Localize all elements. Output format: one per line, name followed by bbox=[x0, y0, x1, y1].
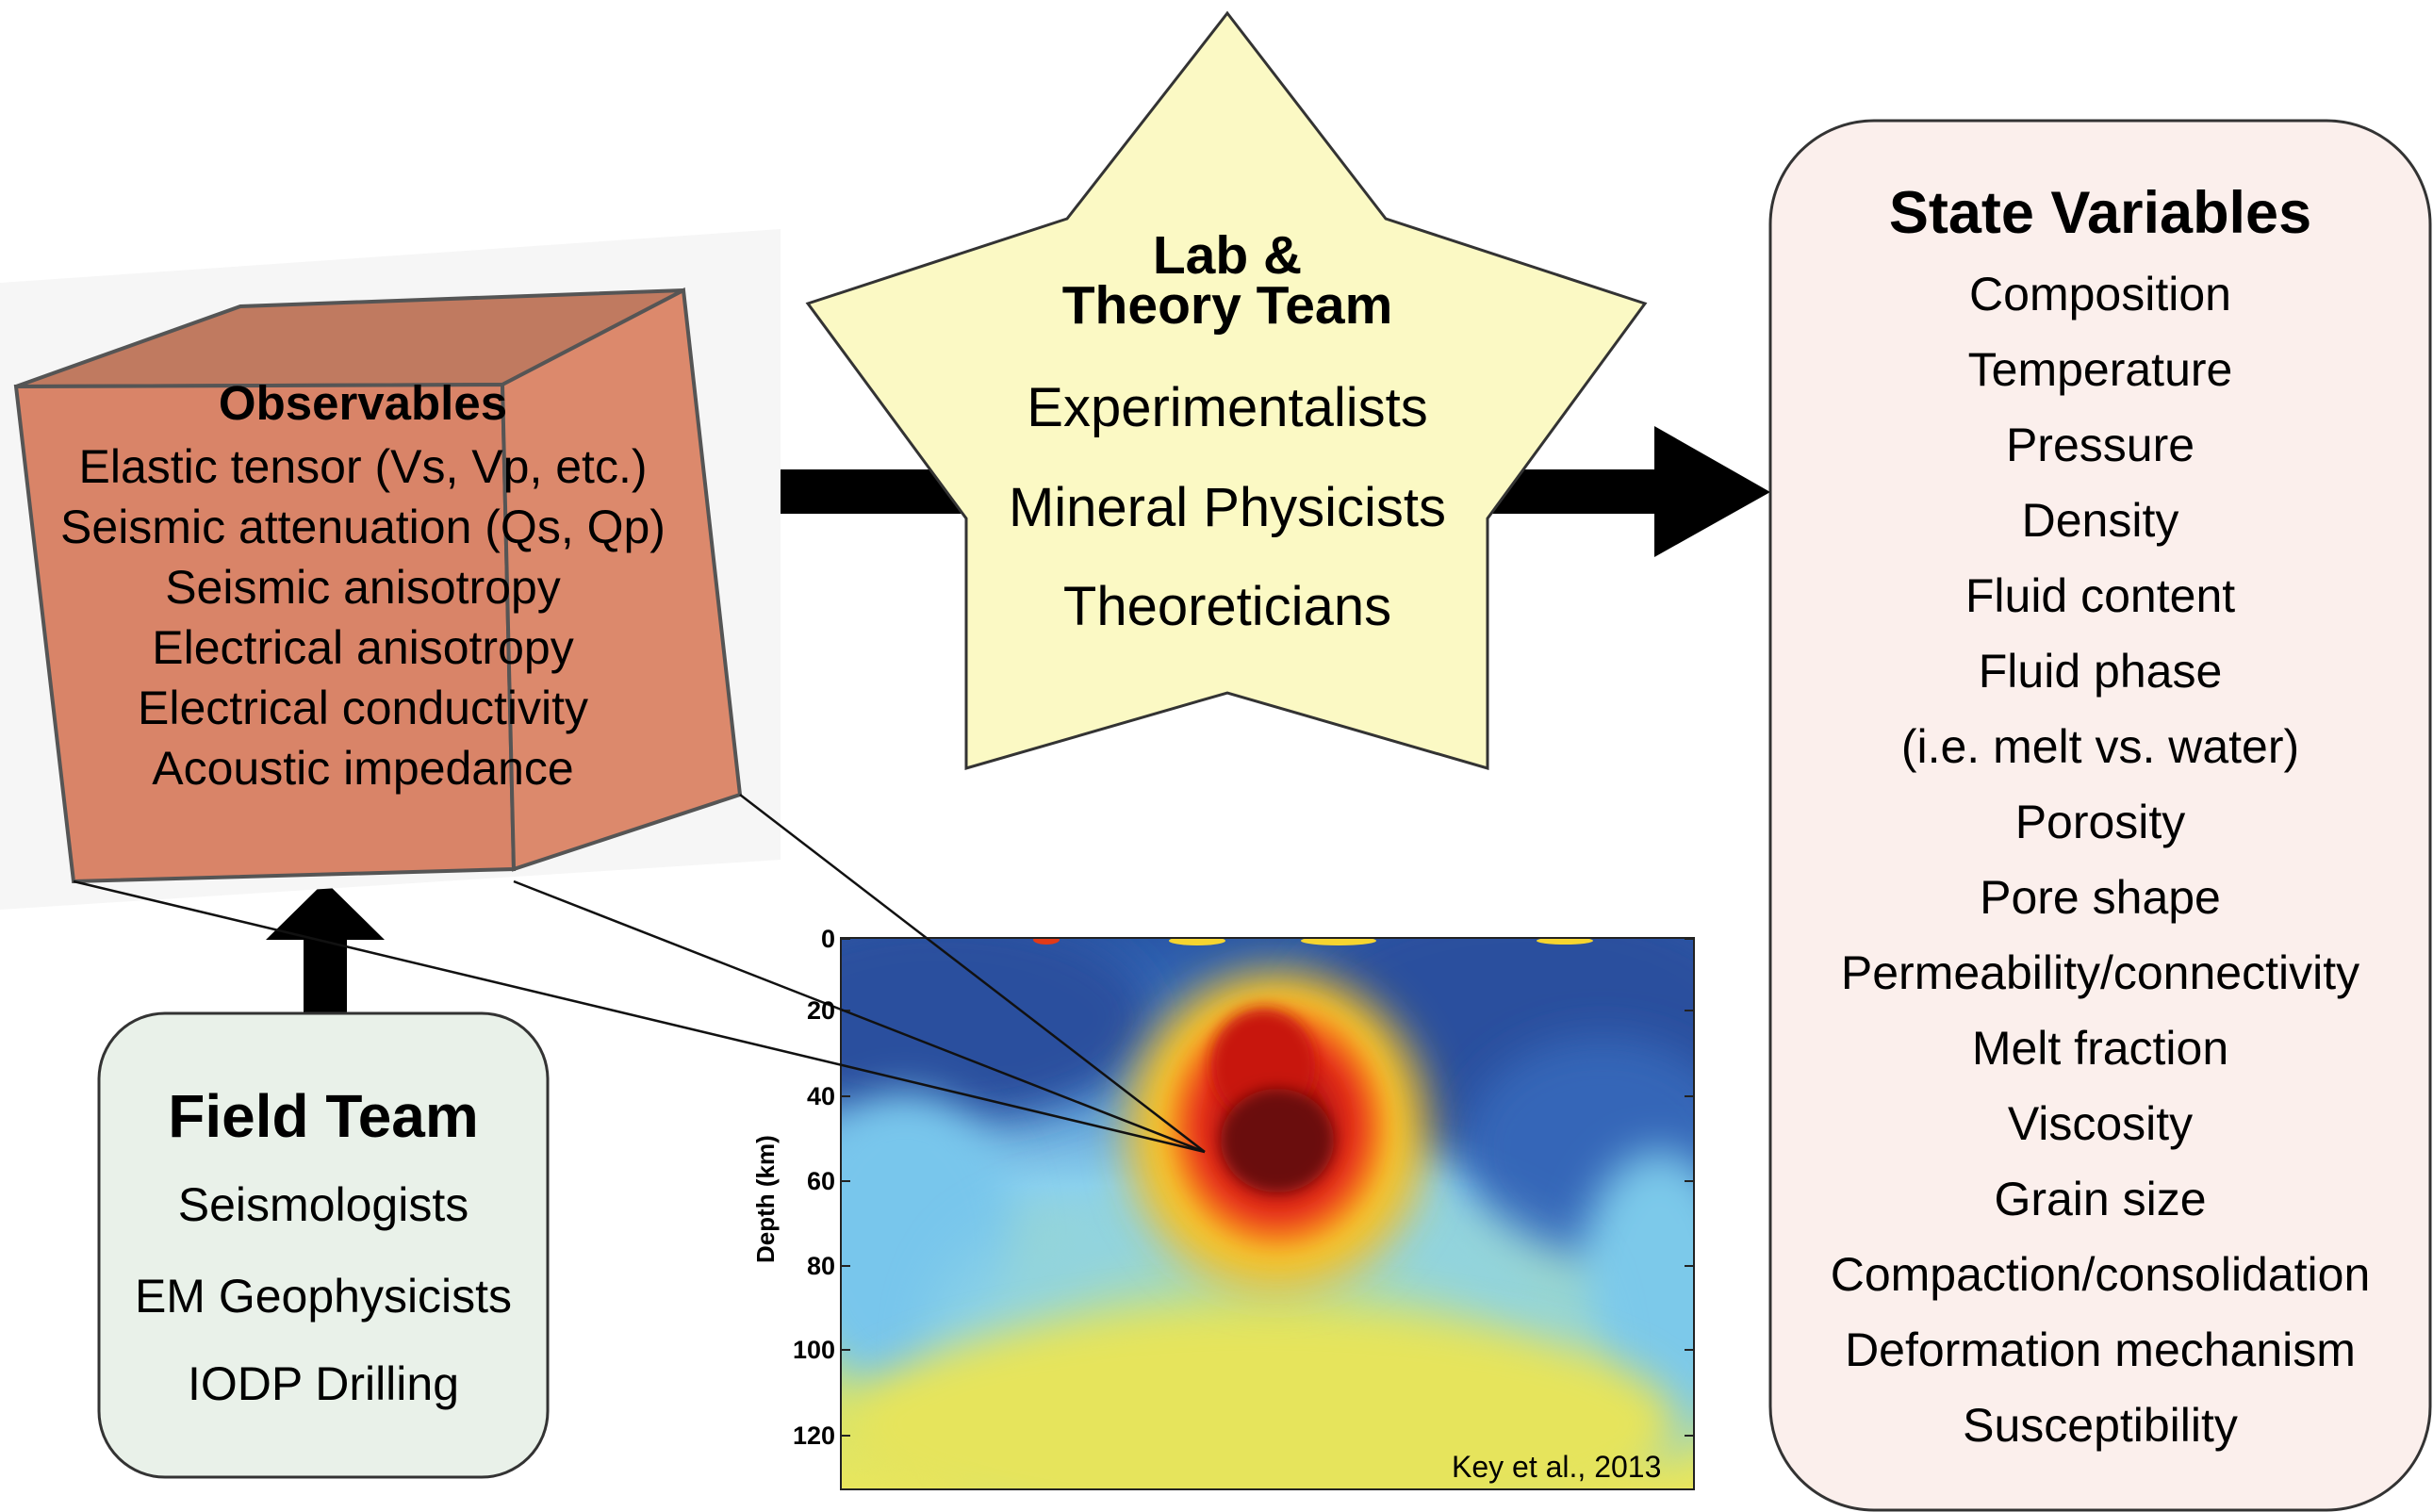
state-variable-item: Melt fraction bbox=[1971, 1022, 2229, 1075]
state-variable-item: Fluid content bbox=[1964, 569, 2236, 622]
depth-axis-label: Depth (km) bbox=[751, 1135, 780, 1263]
field-team-title: Field Team bbox=[168, 1082, 479, 1150]
connector-lines bbox=[73, 794, 1206, 1154]
depth-tick-label: 100 bbox=[792, 1336, 835, 1364]
depth-tick-label: 40 bbox=[806, 1082, 835, 1110]
state-variable-item: Grain size bbox=[1994, 1173, 2207, 1225]
observable-item: Seismic anisotropy bbox=[165, 561, 561, 614]
field-team-item: EM Geophysicists bbox=[134, 1270, 513, 1323]
observable-item: Acoustic impedance bbox=[152, 742, 574, 795]
depth-tick-label: 60 bbox=[806, 1167, 835, 1195]
field-arrow bbox=[266, 881, 385, 1013]
depth-tick-label: 120 bbox=[792, 1422, 835, 1450]
depth-tick-label: 80 bbox=[806, 1252, 835, 1280]
lab-team-item: Theoreticians bbox=[1062, 576, 1392, 637]
field-team-box bbox=[97, 1011, 550, 1479]
observables-title: Observables bbox=[218, 376, 508, 430]
state-variable-item: Compaction/consolidation bbox=[1830, 1248, 2371, 1301]
state-variable-item: Pore shape bbox=[1980, 871, 2221, 924]
depth-tick-label: 20 bbox=[806, 996, 835, 1025]
state-variables-box bbox=[1768, 119, 2432, 1512]
field-team-item: IODP Drilling bbox=[187, 1357, 460, 1410]
state-variable-item: Viscosity bbox=[2007, 1097, 2194, 1150]
figure-credit: Key et al., 2013 bbox=[1452, 1450, 1662, 1484]
lab-team-item: Mineral Physicists bbox=[1008, 477, 1447, 538]
state-variable-item: Fluid phase bbox=[1978, 645, 2223, 698]
state-variable-item: Pressure bbox=[2005, 419, 2195, 471]
lab-team-star bbox=[805, 10, 1648, 770]
observable-item: Electrical conductivity bbox=[138, 682, 588, 734]
observable-item: Seismic attenuation (Qs, Qp) bbox=[60, 501, 666, 553]
observable-item: Elastic tensor (Vs, Vp, etc.) bbox=[78, 440, 648, 493]
state-variable-item: Composition bbox=[1969, 268, 2231, 320]
lab-team-title-line1: Lab & bbox=[1152, 225, 1303, 286]
field-team-item: Seismologists bbox=[177, 1178, 469, 1231]
state-variable-item: Porosity bbox=[2014, 796, 2186, 848]
state-variable-item: Deformation mechanism bbox=[1845, 1323, 2356, 1376]
depth-section-plot bbox=[840, 937, 1695, 1490]
state-variable-item: Susceptibility bbox=[1963, 1399, 2238, 1452]
observable-item: Electrical anisotropy bbox=[152, 621, 574, 674]
state-variables-title: State Variables bbox=[1888, 180, 2312, 246]
lab-team-item: Experimentalists bbox=[1027, 377, 1428, 438]
state-variable-item: Temperature bbox=[1967, 343, 2233, 396]
lab-team-title-line2: Theory Team bbox=[1061, 275, 1393, 336]
state-variable-item: Density bbox=[2021, 494, 2179, 547]
state-variable-item: Permeability/connectivity bbox=[1840, 946, 2360, 999]
depth-tick-label: 0 bbox=[820, 925, 835, 953]
state-variable-item: (i.e. melt vs. water) bbox=[1900, 720, 2300, 773]
